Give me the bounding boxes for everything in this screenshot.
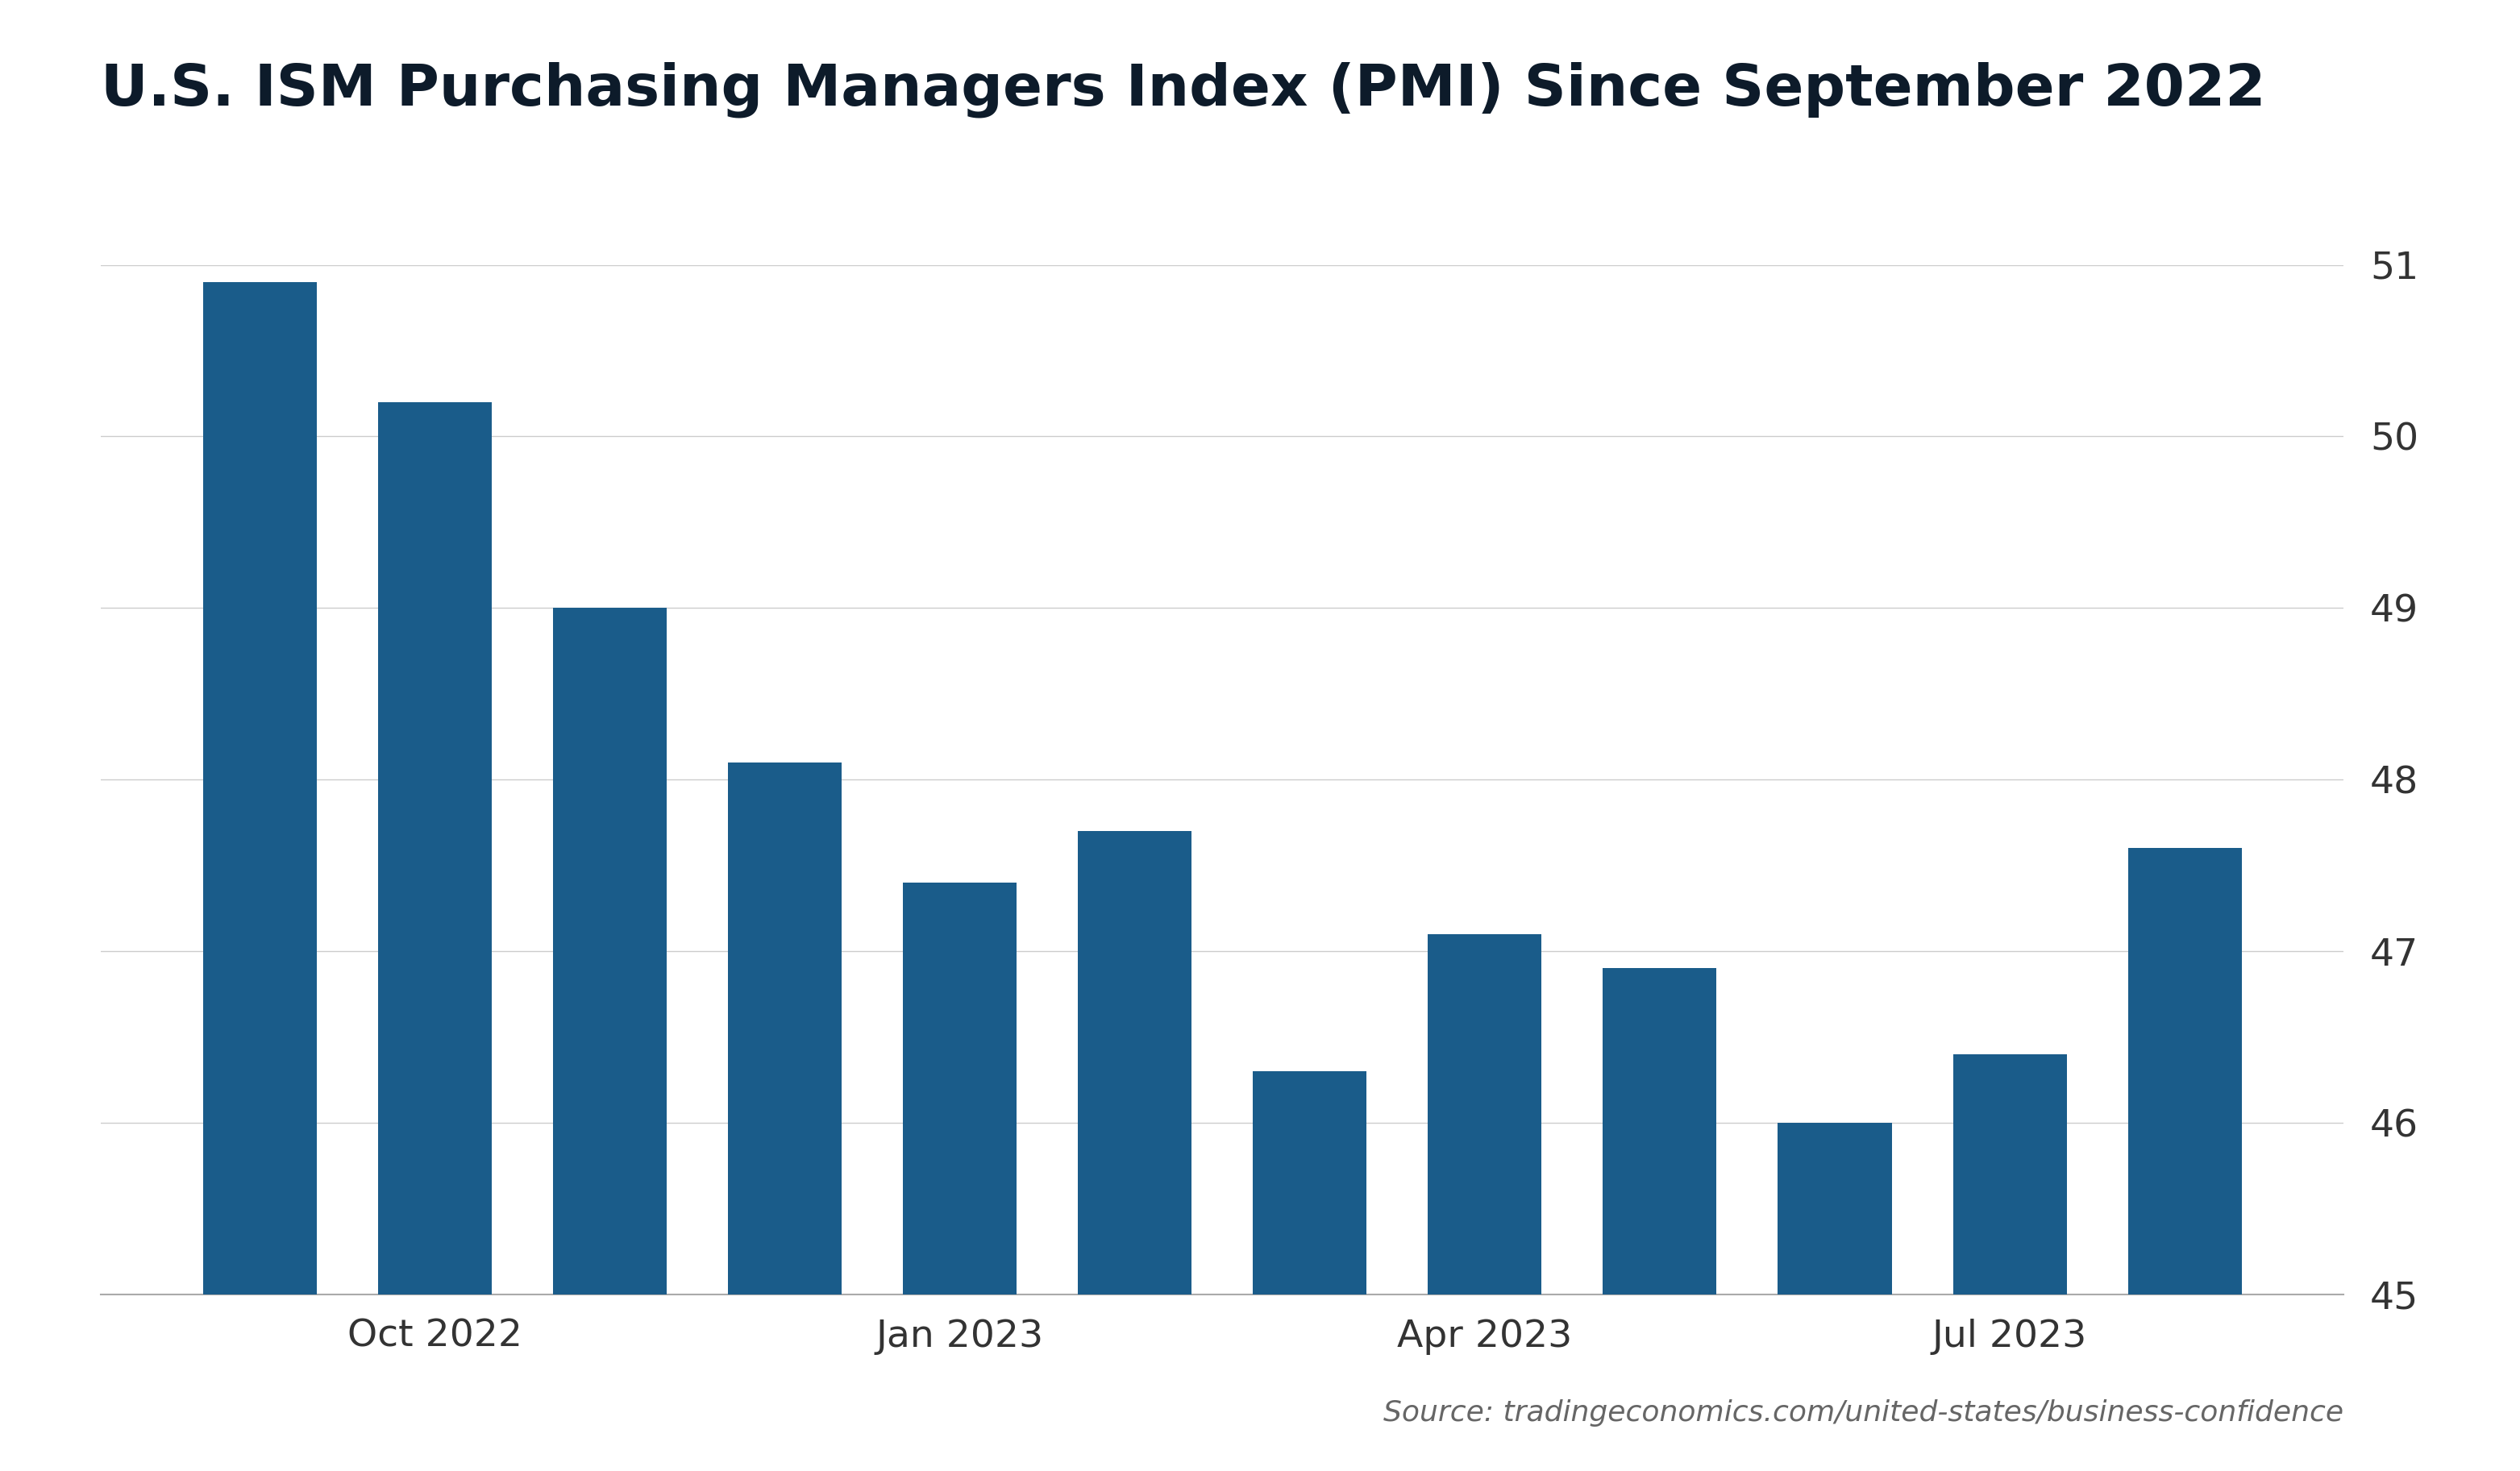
Bar: [552, 608, 665, 1471]
Bar: [378, 402, 491, 1471]
Text: U.S. ISM Purchasing Managers Index (PMI) Since September 2022: U.S. ISM Purchasing Managers Index (PMI)…: [101, 62, 2265, 118]
Bar: [1603, 968, 1716, 1471]
Bar: [728, 762, 842, 1471]
Bar: [1779, 1122, 1893, 1471]
Bar: [1429, 934, 1542, 1471]
Bar: [202, 282, 318, 1471]
Bar: [1252, 1071, 1366, 1471]
Bar: [902, 883, 1016, 1471]
Bar: [2127, 849, 2243, 1471]
Bar: [1079, 831, 1192, 1471]
Text: Source: tradingeconomics.com/united-states/business-confidence: Source: tradingeconomics.com/united-stat…: [1383, 1399, 2344, 1427]
Bar: [1953, 1055, 2066, 1471]
